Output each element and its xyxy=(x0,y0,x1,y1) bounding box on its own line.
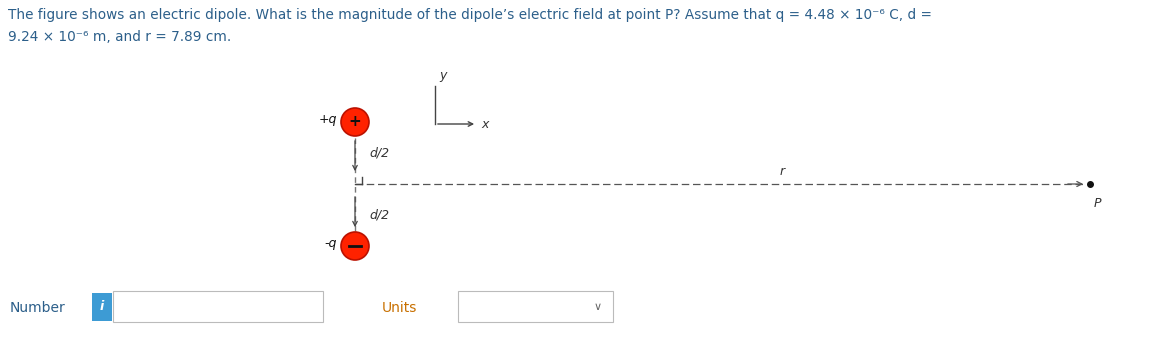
Text: +: + xyxy=(348,115,361,129)
Text: 9.24 × 10⁻⁶ m, and r = 7.89 cm.: 9.24 × 10⁻⁶ m, and r = 7.89 cm. xyxy=(8,30,231,44)
Text: P: P xyxy=(1094,197,1101,210)
Text: -q: -q xyxy=(325,237,337,251)
Text: r: r xyxy=(779,165,785,178)
FancyBboxPatch shape xyxy=(113,291,323,322)
Text: y: y xyxy=(439,69,446,82)
Text: Number: Number xyxy=(10,301,65,315)
Text: d/2: d/2 xyxy=(369,209,389,221)
Text: d/2: d/2 xyxy=(369,146,389,160)
FancyBboxPatch shape xyxy=(92,293,112,321)
FancyBboxPatch shape xyxy=(458,291,613,322)
Text: +q: +q xyxy=(318,113,337,127)
Text: ∨: ∨ xyxy=(594,302,602,312)
Circle shape xyxy=(341,232,369,260)
Circle shape xyxy=(341,108,369,136)
Text: i: i xyxy=(100,300,104,313)
Text: Units: Units xyxy=(382,301,417,315)
Text: x: x xyxy=(481,118,488,131)
Text: The figure shows an electric dipole. What is the magnitude of the dipole’s elect: The figure shows an electric dipole. Wha… xyxy=(8,8,932,22)
